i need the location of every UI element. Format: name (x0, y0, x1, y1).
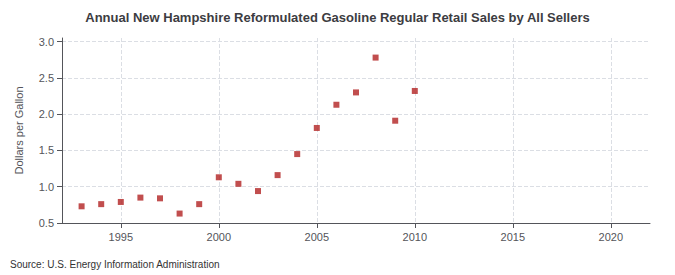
svg-text:1995: 1995 (109, 231, 133, 243)
svg-text:2005: 2005 (305, 231, 329, 243)
svg-text:1.0: 1.0 (39, 181, 54, 193)
svg-text:2015: 2015 (501, 231, 525, 243)
svg-text:0.5: 0.5 (39, 217, 54, 229)
svg-text:2.5: 2.5 (39, 72, 54, 84)
svg-text:3.0: 3.0 (39, 36, 54, 48)
svg-text:2020: 2020 (599, 231, 623, 243)
svg-text:Source: U.S. Energy Informatio: Source: U.S. Energy Information Administ… (10, 259, 220, 270)
svg-text:1.5: 1.5 (39, 144, 54, 156)
svg-text:2010: 2010 (403, 231, 427, 243)
svg-text:Dollars per Gallon: Dollars per Gallon (13, 86, 25, 174)
svg-text:2000: 2000 (207, 231, 231, 243)
svg-text:Annual New Hampshire Reformula: Annual New Hampshire Reformulated Gasoli… (85, 10, 590, 25)
svg-text:2.0: 2.0 (39, 108, 54, 120)
